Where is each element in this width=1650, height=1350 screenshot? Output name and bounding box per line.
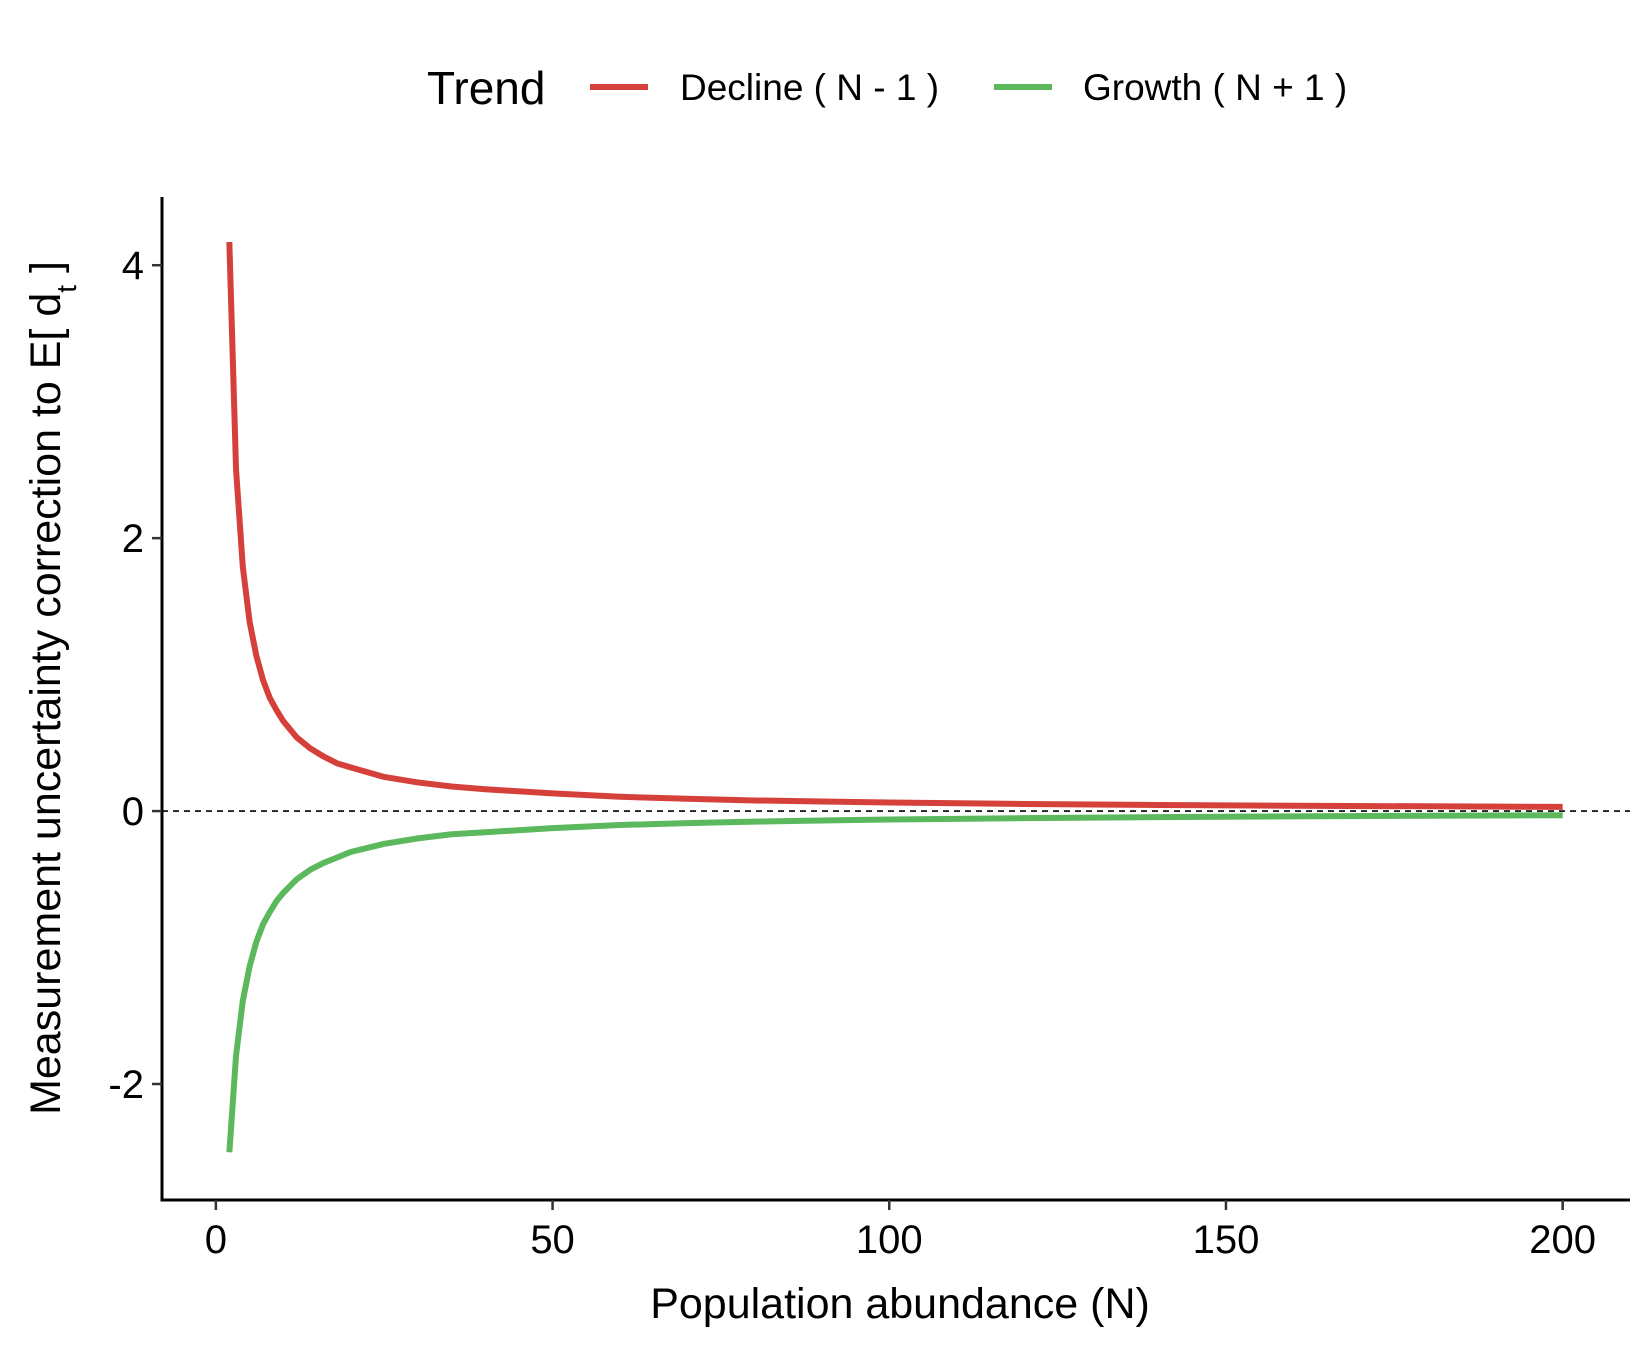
y-tick-label: 4 [122,244,144,288]
series-line-growth [226,812,1563,1153]
x-tick-label: 200 [1529,1218,1596,1262]
y-tick-label: -2 [108,1063,144,1107]
series-line-decline [226,241,1563,810]
legend-label-growth: Growth ( N + 1 ) [1083,67,1347,108]
legend: Trend Decline ( N - 1 ) Growth ( N + 1 ) [427,62,1347,114]
legend-label-decline: Decline ( N - 1 ) [680,67,939,108]
y-tick-label: 2 [122,517,144,561]
legend-item-growth: Growth ( N + 1 ) [994,67,1347,108]
x-axis-title: Population abundance (N) [650,1280,1150,1328]
x-tick-label: 0 [205,1218,227,1262]
legend-title: Trend [427,62,545,114]
legend-item-decline: Decline ( N - 1 ) [590,67,939,108]
y-axis-title: Measurement uncertainty correction to E[… [22,261,82,1115]
x-tick-label: 50 [530,1218,575,1262]
y-tick-label: 0 [122,790,144,834]
x-tick-label: 150 [1193,1218,1260,1262]
x-tick-label: 100 [856,1218,923,1262]
